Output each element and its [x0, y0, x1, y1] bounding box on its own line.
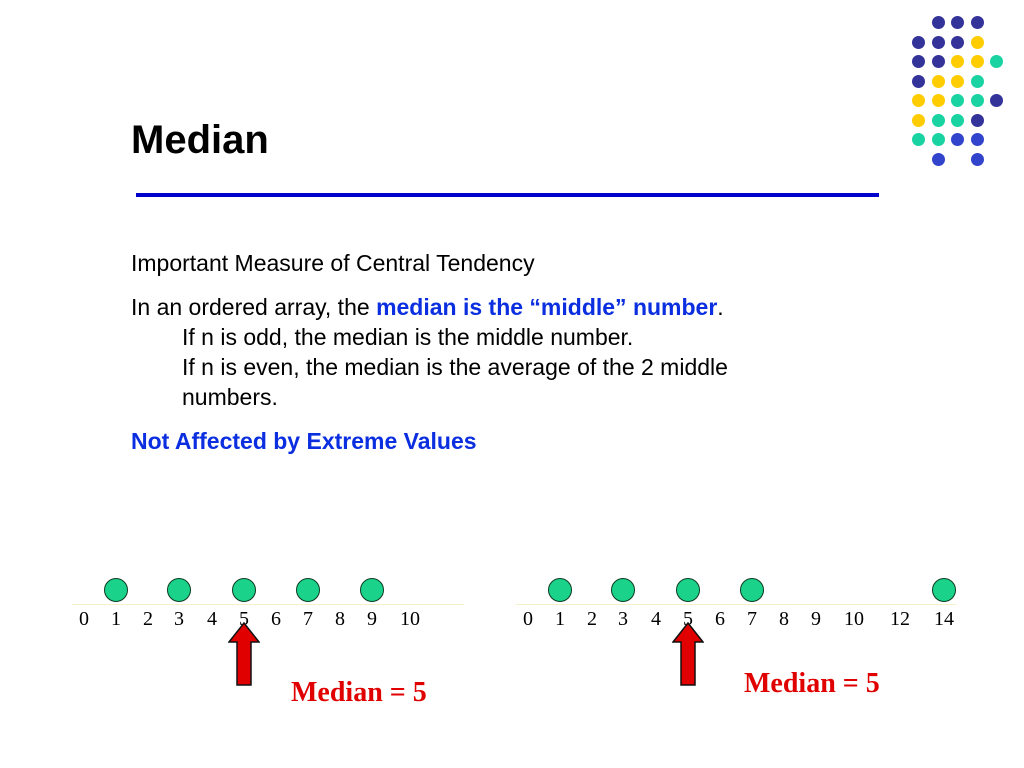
- right-tick-label: 2: [587, 608, 597, 630]
- right-data-point: [932, 578, 956, 602]
- left-data-point: [360, 578, 384, 602]
- bullet-ordered-array: In an ordered array, the median is the “…: [131, 292, 911, 322]
- decorative-dot: [951, 113, 964, 127]
- left-tick-label: 6: [271, 608, 281, 630]
- right-tick-label: 10: [844, 608, 864, 630]
- decorative-dot: [970, 113, 984, 127]
- left-tick-label: 3: [174, 608, 184, 630]
- bullet-period: .: [717, 294, 724, 320]
- right-median-label: Median = 5: [744, 668, 880, 699]
- median-definition-emphasis: median is the “middle” number: [376, 294, 718, 320]
- decorative-dot: [951, 74, 964, 88]
- decorative-dot: [970, 133, 984, 146]
- right-tick-label: 9: [811, 608, 821, 630]
- decorative-dot: [970, 16, 984, 29]
- left-median-arrow: [228, 622, 260, 686]
- decorative-dot: [912, 113, 925, 127]
- right-axis-line: [516, 604, 956, 605]
- left-tick-label: 2: [143, 608, 153, 630]
- decorative-dot: [931, 16, 945, 29]
- title-underline: [136, 193, 879, 197]
- decorative-dot: [912, 55, 925, 68]
- right-median-arrow: [672, 622, 704, 686]
- left-data-point: [296, 578, 320, 602]
- decorative-dot: [931, 133, 945, 146]
- subbullet-even: If n is even, the median is the average …: [182, 354, 728, 380]
- left-tick-label: 0: [79, 608, 89, 630]
- right-tick-label: 8: [779, 608, 789, 630]
- left-tick-label: 10: [400, 608, 420, 630]
- decorative-dot: [990, 94, 1003, 107]
- decorative-dot: [931, 74, 945, 88]
- decorative-dot: [912, 35, 925, 49]
- left-median-label: Median = 5: [291, 677, 427, 708]
- decorative-dot: [970, 35, 984, 49]
- left-tick-label: 1: [111, 608, 121, 630]
- slide-title: Median: [131, 118, 269, 162]
- subbullet-even-continued: numbers.: [182, 384, 278, 410]
- decorative-dot: [931, 55, 945, 68]
- right-tick-label: 14: [934, 608, 954, 630]
- decorative-dot: [951, 16, 964, 29]
- decorative-dot: [931, 35, 945, 49]
- right-tick-label: 1: [555, 608, 565, 630]
- bullet-central-tendency: Important Measure of Central Tendency: [131, 250, 535, 276]
- bullet-list: Important Measure of Central Tendency In…: [131, 248, 911, 456]
- right-tick-label: 0: [523, 608, 533, 630]
- decorative-dot: [951, 94, 964, 107]
- left-tick-label: 4: [207, 608, 217, 630]
- decorative-dot: [970, 74, 984, 88]
- right-tick-label: 7: [747, 608, 757, 630]
- right-data-point: [611, 578, 635, 602]
- decorative-dot: [990, 55, 1003, 68]
- left-tick-label: 9: [367, 608, 377, 630]
- decorative-dot: [970, 152, 984, 166]
- decorative-dot: [951, 35, 964, 49]
- decorative-dot: [912, 74, 925, 88]
- left-tick-label: 7: [303, 608, 313, 630]
- left-data-point: [104, 578, 128, 602]
- right-number-line-example: 0 1 2 3 4 5 6 7 8 9 10 12 14: [516, 578, 966, 688]
- left-data-point: [167, 578, 191, 602]
- bullet-ordered-array-text: In an ordered array, the: [131, 294, 377, 320]
- right-tick-label: 12: [890, 608, 910, 630]
- left-tick-label: 5: [239, 608, 249, 630]
- right-data-point: [676, 578, 700, 602]
- decorative-dot: [951, 133, 964, 146]
- subbullet-odd: If n is odd, the median is the middle nu…: [182, 324, 634, 350]
- right-data-point: [548, 578, 572, 602]
- left-data-point: [232, 578, 256, 602]
- decorative-dot: [912, 133, 925, 146]
- right-data-point: [740, 578, 764, 602]
- right-tick-label: 5: [683, 608, 693, 630]
- right-tick-label: 6: [715, 608, 725, 630]
- decorative-dot: [912, 94, 925, 107]
- decorative-dot: [931, 113, 945, 127]
- left-axis-line: [72, 604, 464, 605]
- left-number-line-example: 0 1 2 3 4 5 6 7 8 9 10: [72, 578, 472, 688]
- decorative-dot: [970, 94, 984, 107]
- right-tick-label: 4: [651, 608, 661, 630]
- decorative-dot: [931, 152, 945, 166]
- right-tick-label: 3: [618, 608, 628, 630]
- bullet-not-affected: Not Affected by Extreme Values: [131, 428, 477, 454]
- decorative-dot: [970, 55, 984, 68]
- decorative-dot: [931, 94, 945, 107]
- decorative-dot: [951, 55, 964, 68]
- left-tick-label: 8: [335, 608, 345, 630]
